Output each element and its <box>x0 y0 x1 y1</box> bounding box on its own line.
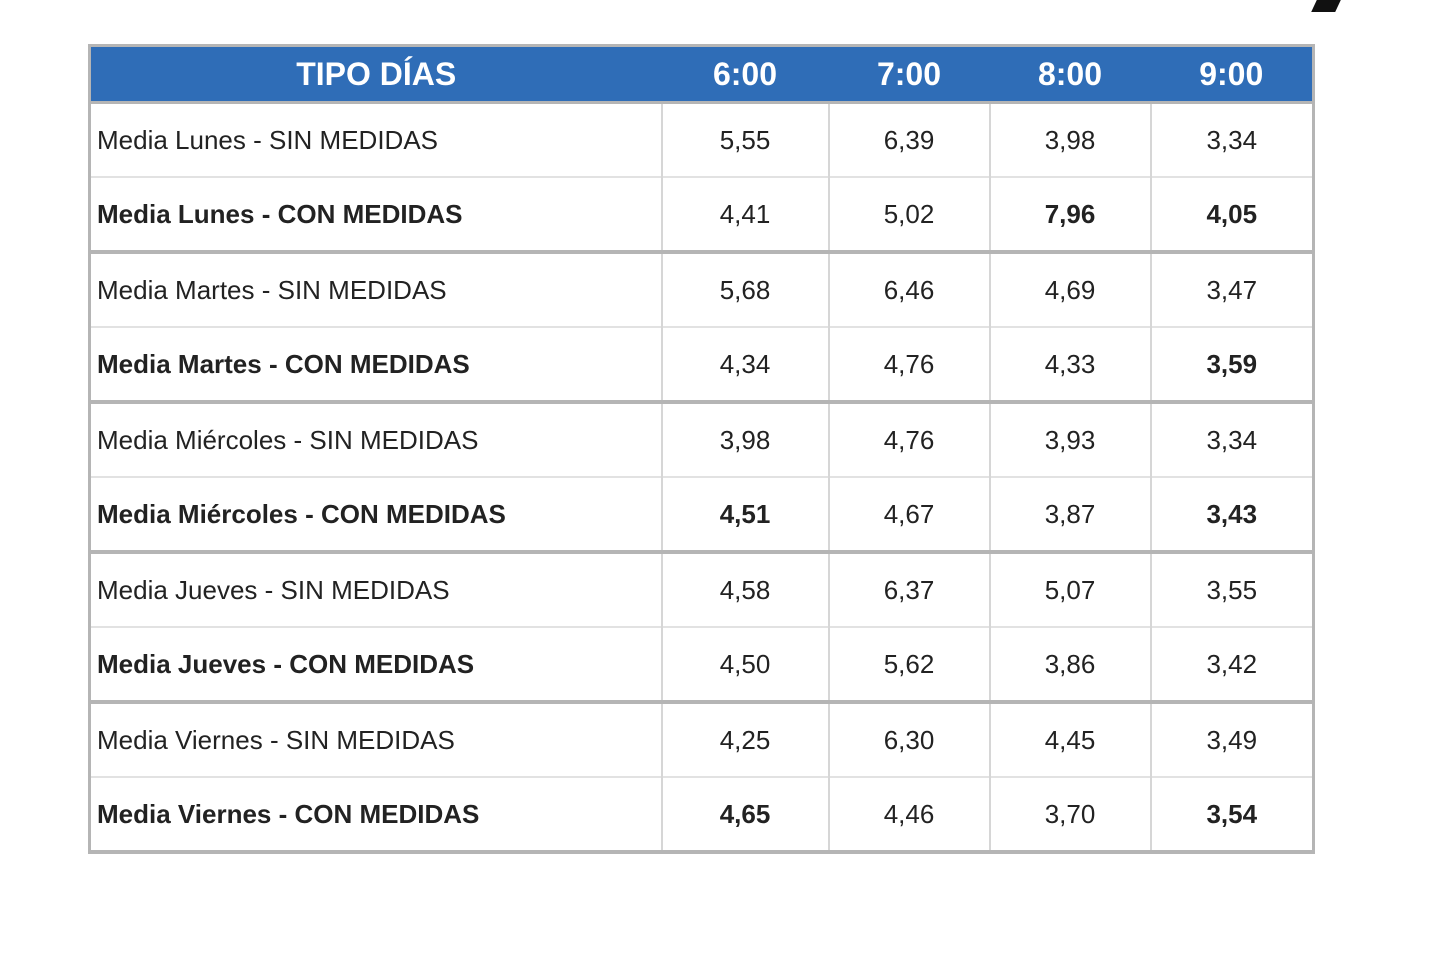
value-cell: 4,58 <box>660 551 829 627</box>
row-label: Media Viernes - CON MEDIDAS <box>89 776 662 854</box>
value-cell: 5,55 <box>660 101 829 177</box>
value-cell: 4,69 <box>988 251 1151 327</box>
value-cell: 5,07 <box>988 551 1151 627</box>
value-cell: 3,59 <box>1149 326 1314 404</box>
row-label: Media Lunes - SIN MEDIDAS <box>89 101 662 177</box>
value-cell: 4,50 <box>660 626 829 704</box>
row-label: Media Jueves - CON MEDIDAS <box>89 626 662 704</box>
value-cell: 3,98 <box>988 101 1151 177</box>
header-7-00: 7:00 <box>828 45 990 104</box>
value-cell: 3,49 <box>1149 701 1314 777</box>
table-row: Media Martes - SIN MEDIDAS 5,68 6,46 4,69 3,… <box>89 251 1314 327</box>
value-cell: 3,93 <box>988 401 1151 477</box>
row-label: Media Jueves - SIN MEDIDAS <box>89 551 662 627</box>
value-cell: 7,96 <box>988 176 1151 254</box>
value-cell: 4,67 <box>827 476 990 554</box>
value-cell: 6,30 <box>827 701 990 777</box>
value-cell: 5,68 <box>660 251 829 327</box>
table-row: Media Jueves - SIN MEDIDAS 4,58 6,37 5,07 3,… <box>89 551 1314 627</box>
row-label: Media Lunes - CON MEDIDAS <box>89 176 662 254</box>
media-comparison-table: TIPO DÍAS 6:00 7:00 8:00 9:00 Media Lune… <box>88 44 1315 854</box>
value-cell: 3,47 <box>1149 251 1314 327</box>
value-cell: 3,42 <box>1149 626 1314 704</box>
header-8-00: 8:00 <box>989 45 1151 104</box>
value-cell: 4,65 <box>660 776 829 854</box>
value-cell: 6,37 <box>827 551 990 627</box>
table-row: Media Viernes - CON MEDIDAS 4,65 4,46 3,70 3… <box>89 776 1314 854</box>
table-row: Media Miércoles - CON MEDIDAS 4,51 4,67 3,8… <box>89 476 1314 554</box>
value-cell: 5,02 <box>827 176 990 254</box>
row-label: Media Miércoles - CON MEDIDAS <box>89 476 662 554</box>
value-cell: 3,86 <box>988 626 1151 704</box>
table-row: Media Martes - CON MEDIDAS 4,34 4,76 4,33 3,… <box>89 326 1314 404</box>
value-cell: 3,98 <box>660 401 829 477</box>
value-cell: 3,70 <box>988 776 1151 854</box>
header-tipo-dias: TIPO DÍAS <box>89 45 662 104</box>
row-label: Media Martes - CON MEDIDAS <box>89 326 662 404</box>
table-header-row: TIPO DÍAS 6:00 7:00 8:00 9:00 <box>89 45 1314 104</box>
table-row: Media Viernes - SIN MEDIDAS 4,25 6,30 4,45 3… <box>89 701 1314 777</box>
value-cell: 3,34 <box>1149 401 1314 477</box>
table-row: Media Jueves - CON MEDIDAS 4,50 5,62 3,86 3,… <box>89 626 1314 704</box>
row-label: Media Martes - SIN MEDIDAS <box>89 251 662 327</box>
value-cell: 4,76 <box>827 401 990 477</box>
row-label: Media Miércoles - SIN MEDIDAS <box>89 401 662 477</box>
value-cell: 4,46 <box>827 776 990 854</box>
value-cell: 4,05 <box>1149 176 1314 254</box>
row-label: Media Viernes - SIN MEDIDAS <box>89 701 662 777</box>
value-cell: 6,39 <box>827 101 990 177</box>
value-cell: 3,34 <box>1149 101 1314 177</box>
value-cell: 4,41 <box>660 176 829 254</box>
value-cell: 3,54 <box>1149 776 1314 854</box>
value-cell: 4,34 <box>660 326 829 404</box>
corner-logo-fragment <box>1311 0 1341 12</box>
value-cell: 3,43 <box>1149 476 1314 554</box>
header-9-00: 9:00 <box>1150 45 1314 104</box>
table-row: Media Lunes - SIN MEDIDAS 5,55 6,39 3,98 3,3… <box>89 101 1314 177</box>
value-cell: 4,25 <box>660 701 829 777</box>
value-cell: 3,87 <box>988 476 1151 554</box>
value-cell: 4,33 <box>988 326 1151 404</box>
value-cell: 3,55 <box>1149 551 1314 627</box>
header-6-00: 6:00 <box>661 45 829 104</box>
table-row: Media Miércoles - SIN MEDIDAS 3,98 4,76 3,9… <box>89 401 1314 477</box>
value-cell: 5,62 <box>827 626 990 704</box>
value-cell: 6,46 <box>827 251 990 327</box>
table-row: Media Lunes - CON MEDIDAS 4,41 5,02 7,96 4,0… <box>89 176 1314 254</box>
value-cell: 4,45 <box>988 701 1151 777</box>
value-cell: 4,51 <box>660 476 829 554</box>
value-cell: 4,76 <box>827 326 990 404</box>
